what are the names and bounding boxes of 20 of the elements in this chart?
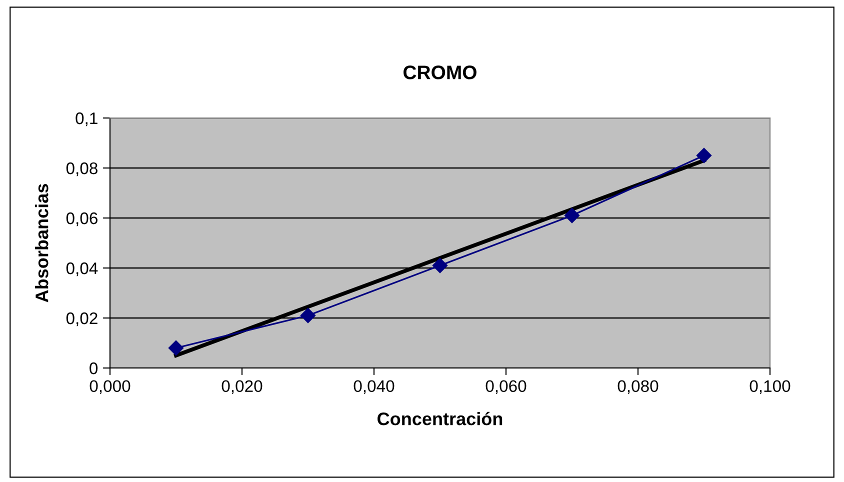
- x-tick-label: 0,000: [90, 380, 130, 394]
- x-tick-label: 0,060: [486, 380, 526, 394]
- point: [564, 208, 580, 224]
- y-tick-label: 0,06: [66, 212, 98, 226]
- x-tick-label: 0,040: [354, 380, 394, 394]
- y-tick-label: 0,1: [76, 112, 98, 126]
- x-tick-label: 0,080: [618, 380, 658, 394]
- x-tick-label: 0,100: [750, 380, 790, 394]
- point: [300, 308, 316, 324]
- y-tick-label: 0,08: [66, 162, 98, 176]
- point: [696, 148, 712, 164]
- chart-title: CROMO: [404, 66, 476, 80]
- point: [168, 340, 184, 356]
- x-axis-title: Concentración: [378, 412, 502, 426]
- y-axis-title: Absorbancias: [35, 184, 48, 302]
- y-tick-label: 0,02: [66, 312, 98, 326]
- point: [432, 258, 448, 274]
- y-tick-label: 0: [90, 362, 98, 374]
- x-tick-label: 0,020: [222, 380, 262, 394]
- y-tick-label: 0,04: [66, 262, 98, 276]
